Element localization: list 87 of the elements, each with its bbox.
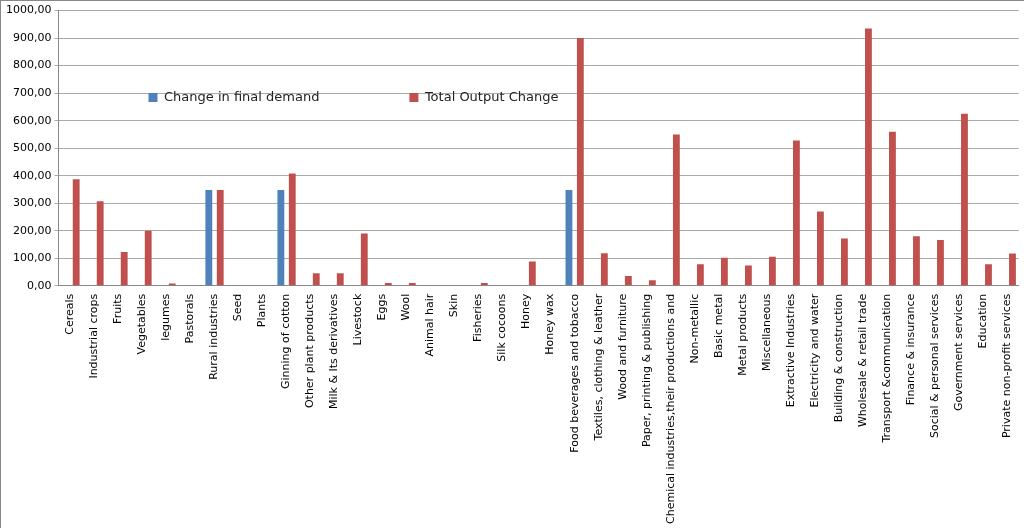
y-tick-label: 400,00 [12,168,52,182]
bar [792,140,800,286]
x-tick-label: Social & personal services [927,293,941,439]
bar [937,240,944,286]
x-tick-label: Chemical industries,their productions and [663,293,677,524]
bar [768,256,776,286]
y-tick-label: 300,00 [12,196,52,210]
y-tick-label: 200,00 [12,223,52,237]
x-tick-label: Milk & Its derivatives [327,293,341,410]
x-tick-label: Government services [951,293,965,411]
bar [961,113,968,286]
bar [360,233,368,286]
bar [528,261,536,286]
bar [985,264,992,286]
bar [277,190,285,286]
x-tick-label: Livestock [351,293,365,346]
x-tick-label: Wholesale & retail trade [855,293,869,428]
x-tick-label: Cereals [63,293,77,335]
x-tick-label: Pastorals [183,293,197,344]
bar [120,251,128,286]
bar [144,230,152,286]
bar [72,179,80,286]
x-tick-label: Non-metallic [687,293,701,364]
x-tick-label: Eggs [375,293,389,321]
x-tick-label: Silk cocoons [495,293,509,362]
x-tick-label: Ginning of cotton [279,293,293,389]
bar [817,211,824,286]
legend-label: Change in final demand [163,88,320,104]
x-tick-label: Finance & insurance [903,293,917,406]
bar [648,280,656,286]
x-tick-label: Skin [447,293,461,318]
bar [913,236,920,286]
x-tick-label: Industrial crops [87,293,101,379]
x-tick-label: Transport &communication [879,293,893,444]
y-tick-label: 0,00 [26,278,52,292]
x-tick-label: Electricity and water [807,293,821,408]
bar [312,273,320,286]
x-tick-label: Wood and furniture [615,293,629,400]
bar [216,190,224,286]
bar [384,283,392,286]
y-tick-label: 1000,00 [5,3,52,17]
x-tick-label: Fisheries [471,293,485,342]
bar [480,283,488,286]
y-tick-label: 500,00 [12,141,52,155]
y-tick-label: 600,00 [12,113,52,127]
bar [576,38,584,286]
x-tick-label: legumes [159,293,173,341]
bar [205,190,213,286]
bar [96,201,104,286]
y-tick-label: 700,00 [12,86,52,99]
x-tick-label: Honey [519,293,533,330]
x-tick-label: Textiles, clothing & leather [591,293,605,442]
bar [744,265,752,286]
bar [672,134,680,286]
bar [865,28,872,286]
x-tick-label: Vegetables [135,293,149,355]
x-tick-label: Education [975,293,989,349]
x-tick-label: Animal hair [423,293,437,357]
x-tick-label: Extractive Industries [783,293,797,408]
legend-label: Total Output Change [423,88,559,104]
bar [624,276,632,286]
x-tick-label: Private non-profit services [999,293,1013,439]
bar [336,273,344,286]
x-tick-label: Fruits [111,293,125,324]
y-tick-label: 100,00 [12,251,52,265]
x-tick-label: Seed [231,293,245,322]
bar [288,173,296,286]
x-tick-label: Basic metal [711,293,725,358]
bar [889,131,896,286]
x-tick-label: Rural industries [207,293,221,380]
x-tick-label: Plants [255,293,269,328]
x-tick-label: Food beverages and tobacco [567,293,581,453]
bar [1009,253,1016,286]
x-tick-label: Paper, printing & publishing [639,293,653,448]
y-tick-label: 800,00 [12,58,52,72]
y-tick-label: 900,00 [12,30,52,44]
x-tick-label: Honey wax [543,293,557,355]
bar [600,253,608,286]
bar [720,257,728,286]
x-tick-label: Metal products [735,293,749,376]
x-tick-label: Wool [399,293,413,321]
bar [696,264,704,286]
x-tick-label: Other plant products [303,293,317,409]
x-tick-label: Building & construction [831,293,845,423]
x-tick-label: Miscellaneous [759,293,773,371]
bar [408,283,416,286]
bar [841,238,848,286]
